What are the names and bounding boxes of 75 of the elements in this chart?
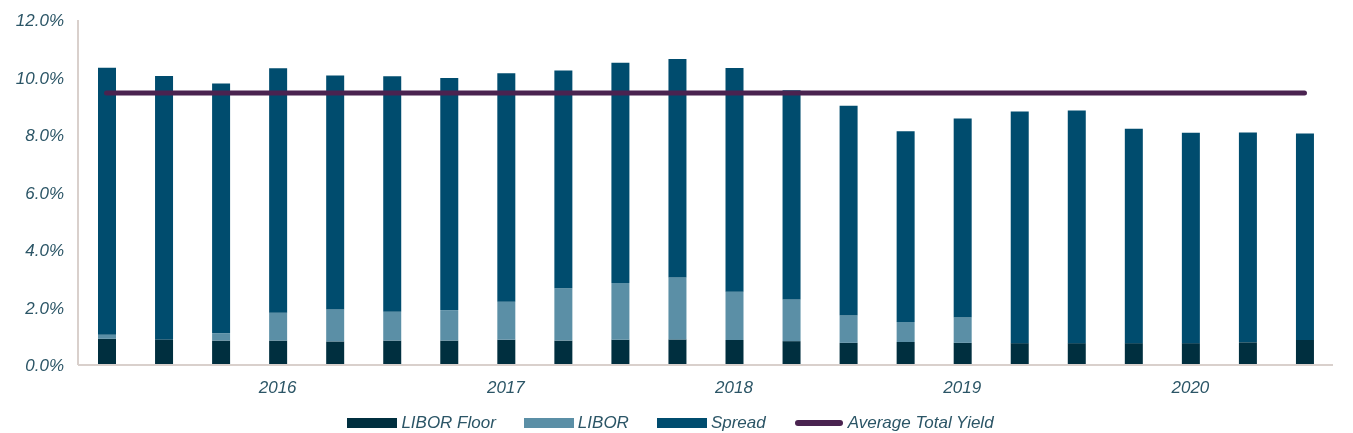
x-tick-label: 2018 bbox=[714, 378, 754, 398]
bar bbox=[269, 312, 288, 341]
bar bbox=[554, 288, 573, 341]
bar bbox=[725, 68, 744, 292]
bar bbox=[1010, 111, 1029, 344]
y-tick-label: 2.0% bbox=[24, 298, 64, 318]
bar bbox=[1067, 110, 1086, 344]
bar bbox=[839, 105, 858, 316]
bar bbox=[896, 321, 915, 342]
bar bbox=[212, 340, 231, 365]
x-tick-label: 2019 bbox=[942, 378, 982, 398]
bar bbox=[725, 339, 744, 365]
bar bbox=[98, 334, 116, 339]
bar bbox=[440, 340, 459, 365]
bar bbox=[554, 70, 573, 289]
bar bbox=[440, 78, 459, 311]
bar bbox=[1238, 342, 1257, 365]
bar bbox=[953, 317, 972, 343]
bar bbox=[269, 340, 288, 365]
x-tick-label: 2017 bbox=[485, 378, 526, 398]
bar bbox=[1238, 132, 1257, 343]
bar bbox=[98, 338, 116, 365]
bar bbox=[497, 339, 516, 365]
bar bbox=[497, 73, 516, 302]
bar bbox=[896, 131, 915, 322]
bar bbox=[668, 59, 687, 278]
legend-label: Spread bbox=[710, 413, 766, 433]
bar bbox=[1124, 343, 1143, 365]
bar bbox=[212, 333, 231, 341]
bar bbox=[440, 310, 459, 341]
bar bbox=[1295, 133, 1314, 340]
bar bbox=[1181, 132, 1200, 344]
bar bbox=[383, 340, 402, 365]
bar bbox=[782, 341, 801, 365]
bar bbox=[668, 339, 687, 365]
bar bbox=[1124, 128, 1143, 344]
bar bbox=[1181, 343, 1200, 365]
bar bbox=[611, 283, 630, 340]
bar bbox=[839, 315, 858, 343]
bar bbox=[554, 340, 573, 365]
legend-label: LIBOR bbox=[577, 413, 629, 433]
y-tick-label: 12.0% bbox=[15, 11, 64, 31]
y-tick-label: 8.0% bbox=[25, 126, 64, 146]
bar bbox=[326, 75, 345, 310]
bar bbox=[611, 62, 630, 284]
bar bbox=[326, 341, 345, 365]
bar bbox=[383, 76, 402, 312]
bar bbox=[953, 118, 972, 318]
bar bbox=[269, 68, 288, 313]
bar bbox=[782, 299, 801, 342]
legend-label: Average Total Yield bbox=[847, 413, 994, 433]
bar bbox=[839, 342, 858, 365]
y-tick-label: 0.0% bbox=[25, 356, 64, 376]
bar bbox=[668, 277, 687, 340]
bar bbox=[383, 311, 402, 341]
bar bbox=[725, 291, 744, 340]
bar bbox=[155, 339, 174, 365]
bar bbox=[782, 90, 801, 300]
y-tick-label: 6.0% bbox=[25, 183, 64, 203]
bar bbox=[1067, 343, 1086, 365]
y-tick-label: 10.0% bbox=[15, 68, 64, 88]
x-tick-label: 2016 bbox=[257, 378, 298, 398]
bar bbox=[611, 339, 630, 365]
bar bbox=[212, 83, 231, 334]
y-tick-label: 4.0% bbox=[25, 241, 64, 261]
bar bbox=[896, 342, 915, 365]
bar bbox=[1010, 343, 1029, 365]
bar bbox=[497, 301, 516, 340]
bar bbox=[1295, 339, 1314, 365]
bar bbox=[953, 342, 972, 365]
bar bbox=[326, 309, 345, 342]
x-tick-label: 2020 bbox=[1170, 378, 1210, 398]
bar bbox=[98, 67, 116, 335]
legend-label: LIBOR Floor bbox=[401, 413, 496, 433]
bar bbox=[155, 76, 174, 340]
